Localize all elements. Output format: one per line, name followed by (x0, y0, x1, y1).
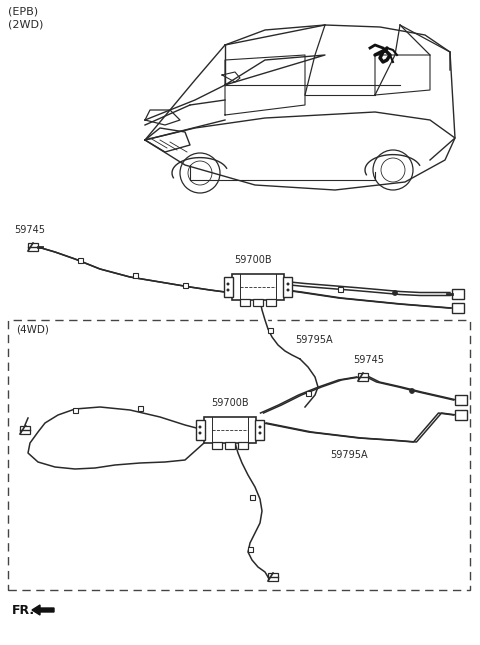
Circle shape (227, 283, 229, 286)
Bar (250, 495, 254, 499)
Bar (255, 420, 264, 440)
Bar (232, 274, 284, 300)
Bar (77, 257, 83, 263)
Polygon shape (32, 605, 54, 615)
Bar (305, 390, 311, 395)
Circle shape (199, 432, 202, 435)
Bar (240, 299, 250, 306)
Text: 59700B: 59700B (234, 255, 272, 265)
Bar (358, 373, 368, 381)
Circle shape (287, 288, 289, 292)
Bar (248, 546, 252, 551)
Text: 59795A: 59795A (295, 335, 333, 345)
Bar (283, 277, 292, 297)
Text: 59745: 59745 (14, 225, 45, 235)
Bar (204, 417, 256, 443)
Bar (268, 573, 278, 581)
Circle shape (259, 432, 262, 435)
Circle shape (393, 290, 397, 295)
Bar (224, 277, 233, 297)
Circle shape (409, 388, 415, 393)
Circle shape (259, 426, 262, 428)
Bar (28, 243, 38, 251)
Bar (452, 303, 464, 313)
Bar (455, 410, 467, 420)
Bar (238, 442, 248, 449)
Bar (225, 442, 235, 449)
Circle shape (199, 426, 202, 428)
Bar (455, 395, 467, 405)
Bar (72, 408, 77, 413)
Bar (253, 299, 263, 306)
Bar (452, 289, 464, 299)
Bar (8, 320, 470, 590)
Circle shape (287, 283, 289, 286)
Bar (132, 272, 137, 277)
Bar (267, 328, 273, 333)
Text: 59700B: 59700B (211, 398, 249, 408)
Bar (20, 426, 30, 434)
Bar (137, 406, 143, 410)
Bar (337, 286, 343, 292)
Text: 59745: 59745 (353, 355, 384, 365)
Text: (EPB)
(2WD): (EPB) (2WD) (8, 7, 43, 30)
Bar (182, 283, 188, 288)
Bar (266, 299, 276, 306)
Bar (196, 420, 205, 440)
Text: (4WD): (4WD) (16, 325, 49, 335)
Text: FR.: FR. (12, 604, 35, 617)
Bar (212, 442, 222, 449)
Circle shape (227, 288, 229, 292)
Text: 59795A: 59795A (330, 450, 368, 460)
